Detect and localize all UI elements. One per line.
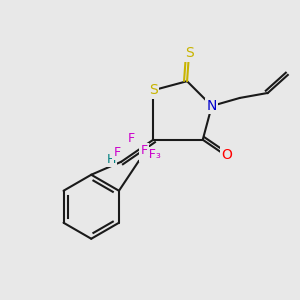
Text: CF₃: CF₃: [140, 148, 161, 161]
Text: F: F: [113, 146, 121, 159]
Text: N: N: [207, 99, 217, 113]
Text: S: S: [149, 83, 158, 97]
Text: S: S: [185, 46, 194, 60]
Text: F: F: [128, 132, 134, 145]
Text: O: O: [221, 148, 232, 162]
Text: F: F: [140, 144, 148, 157]
Text: H: H: [106, 153, 116, 166]
